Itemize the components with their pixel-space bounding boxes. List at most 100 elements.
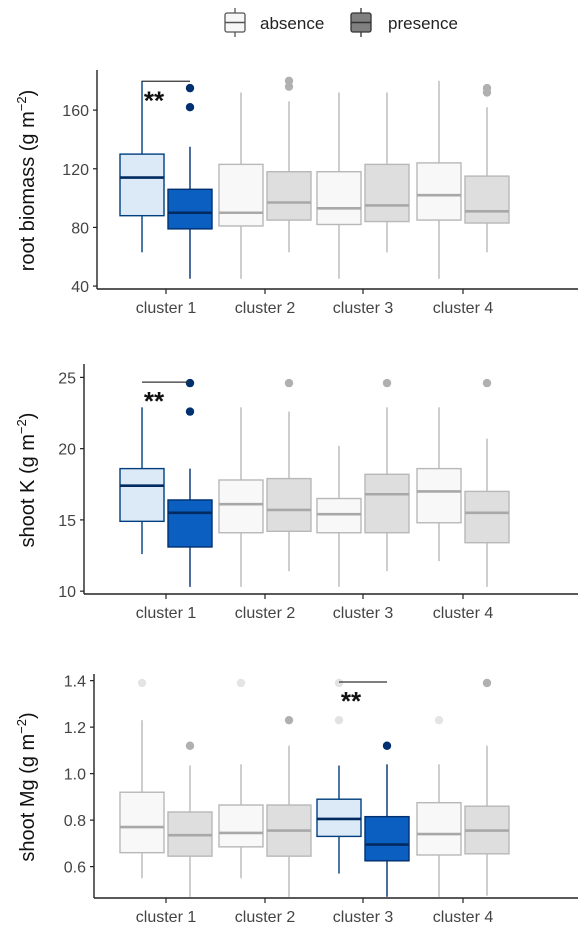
iqr-box	[218, 163, 264, 227]
iqr-box	[167, 188, 213, 230]
panel-shoot-mg: 0.6 0.8 1.0 1.2 1.4 shoot Mg (g m−2) cluster 1…	[14, 674, 578, 926]
iqr-box	[416, 162, 462, 221]
iqr-box	[416, 467, 462, 524]
outlier-point	[284, 378, 294, 388]
box-presence	[266, 378, 312, 572]
x-tick-label: cluster 4	[433, 909, 494, 926]
box-presence	[167, 83, 213, 279]
iqr-box	[266, 477, 312, 533]
y-tick-label: 10	[58, 584, 76, 601]
outlier-point	[382, 741, 392, 750]
iqr-box	[218, 479, 264, 534]
x-tick-label: cluster 2	[235, 909, 296, 926]
y-tick-label: 1.0	[64, 767, 86, 784]
y-tick-label: 160	[62, 103, 89, 120]
box-presence	[464, 83, 510, 253]
significance-label: **	[341, 686, 362, 716]
y-axis-label: shoot K (g m−2)	[14, 413, 39, 548]
outlier-point	[185, 378, 195, 388]
iqr-box	[119, 791, 165, 854]
outlier-point	[185, 407, 195, 416]
x-tick-label: cluster 4	[433, 300, 494, 317]
box-presence	[464, 678, 510, 896]
legend-item-presence: presence	[350, 8, 458, 37]
box-absence	[218, 678, 264, 879]
x-tick-label: cluster 2	[235, 300, 296, 317]
legend-label-presence: presence	[388, 14, 458, 33]
box-presence	[364, 378, 410, 572]
box-absence	[416, 80, 462, 279]
legend-label-absence: absence	[260, 14, 324, 33]
box-absence	[119, 80, 165, 253]
significance-label: **	[144, 85, 165, 115]
outlier-point	[185, 102, 195, 112]
box-absence	[119, 407, 165, 555]
outlier-point	[382, 378, 392, 388]
x-tick-label: cluster 2	[235, 605, 296, 622]
y-tick-label: 120	[62, 162, 89, 179]
box-presence	[464, 378, 510, 587]
iqr-box	[464, 490, 510, 544]
box-absence	[218, 92, 264, 279]
significance-label: **	[144, 386, 165, 416]
y-tick-label: 20	[58, 442, 76, 459]
iqr-box	[464, 175, 510, 224]
iqr-box	[364, 815, 410, 862]
outlier-point	[334, 715, 344, 725]
iqr-box	[316, 171, 362, 226]
iqr-box	[316, 497, 362, 534]
iqr-box	[218, 804, 264, 848]
x-tick-label: cluster 1	[136, 300, 197, 317]
x-tick-label: cluster 3	[333, 605, 394, 622]
y-tick-label: 1.2	[64, 720, 86, 737]
x-tick-label: cluster 3	[333, 300, 394, 317]
outlier-point	[185, 83, 195, 93]
iqr-box	[119, 467, 165, 523]
outlier-point	[334, 678, 344, 688]
outlier-point	[482, 378, 492, 388]
y-tick-label: 80	[71, 220, 89, 237]
x-tick-label: cluster 1	[136, 605, 197, 622]
box-presence	[167, 741, 213, 897]
box-absence	[416, 715, 462, 897]
box-absence	[218, 407, 264, 587]
outlier-point	[185, 741, 195, 750]
box-absence	[119, 678, 165, 879]
y-tick-label: 40	[71, 279, 89, 296]
box-presence	[364, 92, 410, 253]
y-tick-label: 15	[58, 513, 76, 530]
x-tick-label: cluster 3	[333, 909, 394, 926]
outlier-point	[434, 715, 444, 725]
y-tick-label: 25	[58, 370, 76, 387]
outlier-point	[137, 678, 147, 688]
x-tick-label: cluster 1	[136, 909, 197, 926]
box-presence	[167, 378, 213, 587]
legend: absence presence	[224, 8, 458, 37]
outlier-point	[284, 76, 294, 85]
box-absence	[316, 92, 362, 279]
iqr-box	[119, 153, 165, 217]
y-tick-label: 0.8	[64, 813, 86, 830]
box-presence	[266, 715, 312, 897]
outlier-point	[284, 82, 294, 91]
box-absence	[316, 678, 362, 874]
iqr-box	[364, 163, 410, 223]
y-axis-label: shoot Mg (g m−2)	[14, 712, 39, 861]
x-tick-label: cluster 4	[433, 605, 494, 622]
box-presence	[364, 741, 410, 897]
iqr-box	[416, 801, 462, 856]
iqr-box	[266, 171, 312, 221]
panel-root-biomass: 40 80 120 160 root biomass (g m−2) cluster 1 c…	[14, 70, 578, 317]
legend-item-absence: absence	[224, 8, 324, 37]
outlier-point	[482, 678, 492, 688]
iqr-box	[167, 499, 213, 548]
y-tick-label: 0.6	[64, 860, 86, 877]
outlier-point	[284, 715, 294, 725]
box-absence	[416, 407, 462, 562]
box-absence	[316, 445, 362, 587]
y-axis-label: root biomass (g m−2)	[14, 90, 39, 272]
outlier-point	[236, 678, 246, 688]
panel-shoot-k: 10 15 20 25 shoot K (g m−2) cluster 1 cluster …	[14, 364, 578, 622]
box-presence	[266, 76, 312, 253]
